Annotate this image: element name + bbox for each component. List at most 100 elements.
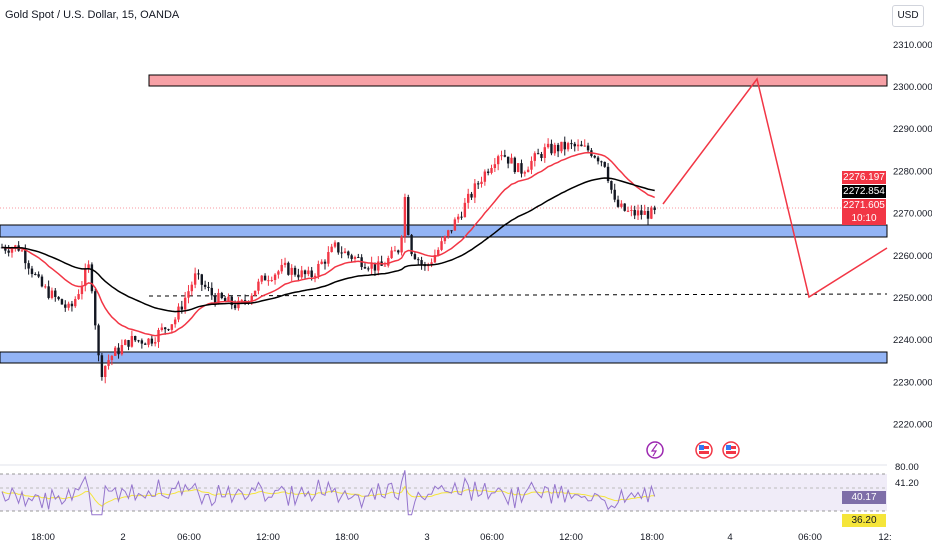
candle-body[interactable] bbox=[333, 242, 337, 247]
candle-body[interactable] bbox=[476, 183, 480, 185]
candle-body[interactable] bbox=[490, 168, 493, 173]
candle-body[interactable] bbox=[480, 181, 483, 184]
lightning-event-icon[interactable] bbox=[646, 441, 664, 459]
candle-body[interactable] bbox=[606, 166, 610, 182]
candle-body[interactable] bbox=[163, 327, 167, 330]
candle-body[interactable] bbox=[310, 270, 313, 277]
candle-body[interactable] bbox=[540, 153, 543, 158]
candle-body[interactable] bbox=[37, 274, 40, 277]
support-zone-lower[interactable] bbox=[0, 351, 888, 364]
candle-body[interactable] bbox=[170, 324, 174, 330]
candle-body[interactable] bbox=[153, 342, 157, 344]
candle-body[interactable] bbox=[483, 171, 487, 182]
candle-body[interactable] bbox=[457, 216, 460, 220]
candle-body[interactable] bbox=[104, 365, 107, 377]
candle-body[interactable] bbox=[213, 295, 217, 304]
support-zone-upper[interactable] bbox=[0, 224, 888, 238]
candle-body[interactable] bbox=[140, 340, 144, 344]
candle-body[interactable] bbox=[566, 143, 570, 150]
candle-body[interactable] bbox=[283, 262, 287, 265]
candle-body[interactable] bbox=[243, 300, 247, 302]
candle-body[interactable] bbox=[450, 230, 453, 232]
candle-body[interactable] bbox=[387, 258, 390, 266]
candle-body[interactable] bbox=[400, 236, 403, 253]
candle-body[interactable] bbox=[596, 157, 600, 162]
candle-body[interactable] bbox=[633, 209, 636, 216]
candle-body[interactable] bbox=[407, 197, 410, 235]
candle-body[interactable] bbox=[593, 155, 596, 158]
candle-body[interactable] bbox=[573, 143, 576, 147]
candle-body[interactable] bbox=[543, 147, 546, 158]
candle-body[interactable] bbox=[616, 199, 620, 207]
candle-body[interactable] bbox=[14, 245, 17, 249]
candle-body[interactable] bbox=[550, 143, 553, 154]
candle-body[interactable] bbox=[240, 300, 243, 302]
candle-body[interactable] bbox=[87, 264, 90, 270]
candle-body[interactable] bbox=[410, 234, 413, 255]
candle-body[interactable] bbox=[110, 355, 114, 361]
candle-body[interactable] bbox=[124, 340, 127, 346]
candle-body[interactable] bbox=[134, 336, 137, 341]
candle-body[interactable] bbox=[613, 189, 616, 200]
candle-body[interactable] bbox=[54, 290, 57, 297]
candle-body[interactable] bbox=[267, 280, 270, 282]
candle-body[interactable] bbox=[34, 274, 37, 276]
candle-body[interactable] bbox=[27, 263, 30, 269]
candle-body[interactable] bbox=[433, 255, 437, 263]
candle-body[interactable] bbox=[526, 169, 530, 173]
candle-body[interactable] bbox=[560, 141, 563, 152]
candle-body[interactable] bbox=[300, 270, 303, 278]
us-flag-event-icon[interactable] bbox=[695, 441, 713, 459]
candle-body[interactable] bbox=[287, 262, 290, 275]
candle-body[interactable] bbox=[470, 193, 473, 198]
candle-body[interactable] bbox=[440, 241, 443, 250]
candle-body[interactable] bbox=[273, 274, 277, 281]
candle-body[interactable] bbox=[183, 297, 187, 310]
candle-body[interactable] bbox=[137, 340, 140, 342]
candle-body[interactable] bbox=[447, 230, 450, 237]
candle-body[interactable] bbox=[363, 267, 367, 269]
candle-body[interactable] bbox=[403, 197, 407, 237]
candle-body[interactable] bbox=[24, 250, 27, 264]
candle-body[interactable] bbox=[77, 294, 80, 300]
candle-body[interactable] bbox=[437, 249, 440, 256]
candle-body[interactable] bbox=[467, 193, 470, 203]
candle-body[interactable] bbox=[570, 143, 573, 145]
candle-body[interactable] bbox=[173, 319, 177, 325]
candle-body[interactable] bbox=[317, 263, 320, 276]
candle-body[interactable] bbox=[84, 269, 87, 286]
candle-body[interactable] bbox=[576, 144, 580, 147]
candle-body[interactable] bbox=[223, 298, 227, 302]
candle-body[interactable] bbox=[143, 343, 147, 345]
candle-body[interactable] bbox=[94, 291, 97, 326]
candle-body[interactable] bbox=[653, 207, 656, 210]
candle-body[interactable] bbox=[220, 292, 223, 299]
candle-body[interactable] bbox=[130, 336, 134, 347]
candle-body[interactable] bbox=[377, 261, 380, 271]
candle-body[interactable] bbox=[7, 250, 10, 253]
candle-body[interactable] bbox=[117, 347, 120, 355]
candle-body[interactable] bbox=[373, 262, 377, 271]
candle-body[interactable] bbox=[180, 306, 184, 310]
candle-body[interactable] bbox=[473, 183, 477, 198]
candle-body[interactable] bbox=[10, 248, 14, 253]
candle-body[interactable] bbox=[30, 268, 34, 275]
candle-body[interactable] bbox=[646, 210, 650, 219]
candle-body[interactable] bbox=[643, 210, 646, 215]
candle-body[interactable] bbox=[127, 340, 130, 347]
candle-body[interactable] bbox=[523, 172, 527, 174]
candle-body[interactable] bbox=[237, 300, 240, 309]
candle-body[interactable] bbox=[67, 303, 70, 308]
candle-body[interactable] bbox=[177, 306, 180, 320]
candle-body[interactable] bbox=[580, 144, 583, 147]
candle-body[interactable] bbox=[197, 273, 200, 275]
candle-body[interactable] bbox=[620, 203, 623, 207]
candle-body[interactable] bbox=[157, 329, 160, 343]
candle-body[interactable] bbox=[530, 160, 533, 170]
candle-body[interactable] bbox=[20, 250, 24, 252]
candle-body[interactable] bbox=[97, 325, 100, 356]
candle-body[interactable] bbox=[353, 257, 357, 259]
candle-body[interactable] bbox=[397, 250, 400, 253]
candle-body[interactable] bbox=[47, 286, 50, 298]
candle-body[interactable] bbox=[337, 242, 340, 253]
